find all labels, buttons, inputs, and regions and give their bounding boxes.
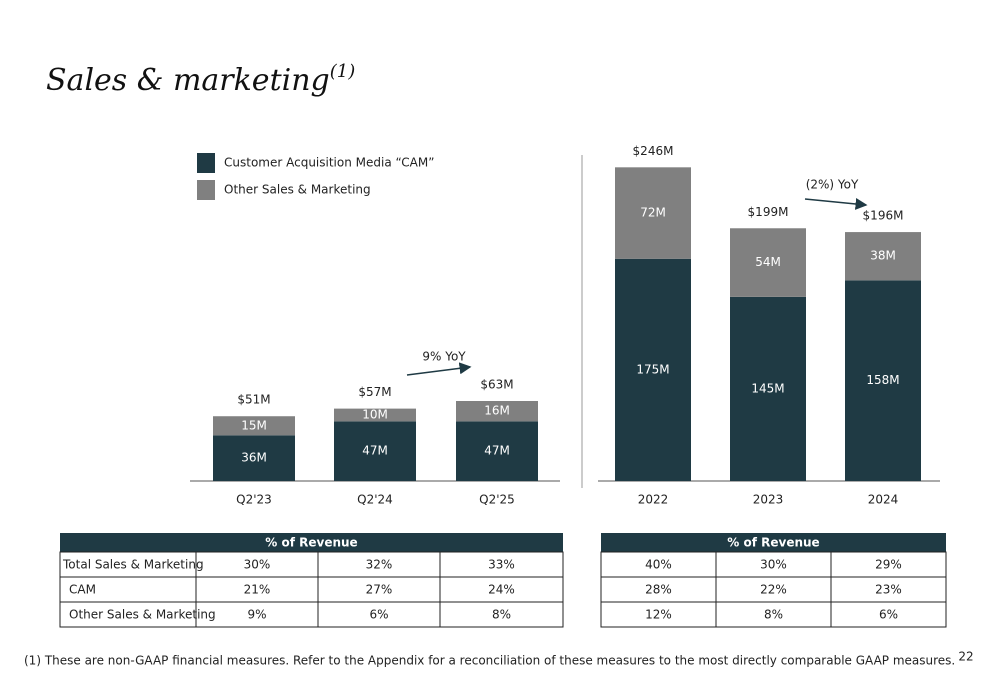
x-tick-label: 2024 bbox=[868, 493, 899, 507]
legend-swatch bbox=[197, 180, 215, 200]
value-label: 15M bbox=[241, 418, 267, 432]
yoy-arrow bbox=[804, 198, 868, 210]
bar-segment bbox=[730, 228, 806, 297]
slide-title: Sales & marketing(1) bbox=[46, 61, 355, 98]
table-value: 9% bbox=[247, 608, 266, 622]
table-header: % of Revenue bbox=[265, 536, 357, 550]
title-text: Sales & marketing bbox=[46, 63, 330, 98]
table-value: 6% bbox=[879, 608, 898, 622]
table-value: 8% bbox=[492, 608, 511, 622]
value-label: 47M bbox=[484, 444, 510, 458]
total-label: $199M bbox=[748, 205, 789, 219]
table-cell bbox=[830, 601, 947, 628]
bar-segment bbox=[334, 408, 416, 422]
value-label: 175M bbox=[636, 362, 669, 376]
value-label: 158M bbox=[866, 373, 899, 387]
table-value: 22% bbox=[760, 583, 787, 597]
table-value: 8% bbox=[764, 608, 783, 622]
legend-label: Other Sales & Marketing bbox=[224, 183, 371, 197]
table-header-bg bbox=[60, 533, 563, 552]
bar-segment bbox=[845, 280, 921, 481]
table-value: 32% bbox=[366, 558, 393, 572]
table-value: 27% bbox=[366, 583, 393, 597]
table-value: 40% bbox=[645, 558, 672, 572]
page-number: 22 bbox=[958, 650, 973, 664]
table-value: 6% bbox=[369, 608, 388, 622]
value-label: 47M bbox=[362, 444, 388, 458]
value-label: 38M bbox=[870, 249, 896, 263]
table-value: 33% bbox=[488, 558, 515, 572]
bar-segment bbox=[615, 258, 691, 481]
table-header: % of Revenue bbox=[727, 536, 819, 550]
x-tick-label: 2023 bbox=[753, 493, 784, 507]
total-label: $196M bbox=[863, 209, 904, 223]
row-label: CAM bbox=[69, 583, 96, 597]
table-value: 24% bbox=[488, 583, 515, 597]
bar-segment bbox=[334, 421, 416, 481]
bar-segment bbox=[456, 421, 538, 481]
table-value: 30% bbox=[244, 558, 271, 572]
x-tick-label: Q2'23 bbox=[236, 493, 272, 507]
legend-label: Customer Acquisition Media “CAM” bbox=[224, 156, 434, 170]
table-value: 12% bbox=[645, 608, 672, 622]
value-label: 72M bbox=[640, 206, 666, 220]
x-tick-label: Q2'25 bbox=[479, 493, 515, 507]
table-value: 23% bbox=[875, 583, 902, 597]
legend-swatch bbox=[197, 153, 215, 173]
bar-segment bbox=[213, 416, 295, 436]
total-label: $246M bbox=[633, 144, 674, 158]
footnote: (1) These are non-GAAP financial measure… bbox=[24, 654, 955, 668]
total-label: $51M bbox=[237, 393, 270, 407]
value-label: 145M bbox=[751, 381, 784, 395]
table-value: 29% bbox=[875, 558, 902, 572]
x-tick-label: Q2'24 bbox=[357, 493, 393, 507]
table-cell bbox=[439, 601, 564, 628]
table-value: 21% bbox=[244, 583, 271, 597]
total-label: $57M bbox=[358, 385, 391, 399]
yoy-arrow bbox=[406, 362, 472, 376]
bar-segment bbox=[213, 435, 295, 481]
value-label: 54M bbox=[755, 255, 781, 269]
value-label: 16M bbox=[484, 404, 510, 418]
x-tick-label: 2022 bbox=[638, 493, 669, 507]
bar-segment bbox=[456, 400, 538, 422]
bar-segment bbox=[615, 167, 691, 259]
bar-segment bbox=[845, 232, 921, 281]
annotation: 9% YoY bbox=[422, 350, 466, 364]
bar-segment bbox=[730, 296, 806, 481]
value-label: 36M bbox=[241, 451, 267, 465]
annotation: (2%) YoY bbox=[806, 178, 859, 192]
table-header-bg bbox=[601, 533, 946, 552]
row-label: Other Sales & Marketing bbox=[69, 608, 216, 622]
table-value: 30% bbox=[760, 558, 787, 572]
row-label: Total Sales & Marketing bbox=[62, 558, 204, 572]
total-label: $63M bbox=[480, 377, 513, 391]
title-superscript: (1) bbox=[330, 61, 356, 82]
table-value: 28% bbox=[645, 583, 672, 597]
value-label: 10M bbox=[362, 407, 388, 421]
